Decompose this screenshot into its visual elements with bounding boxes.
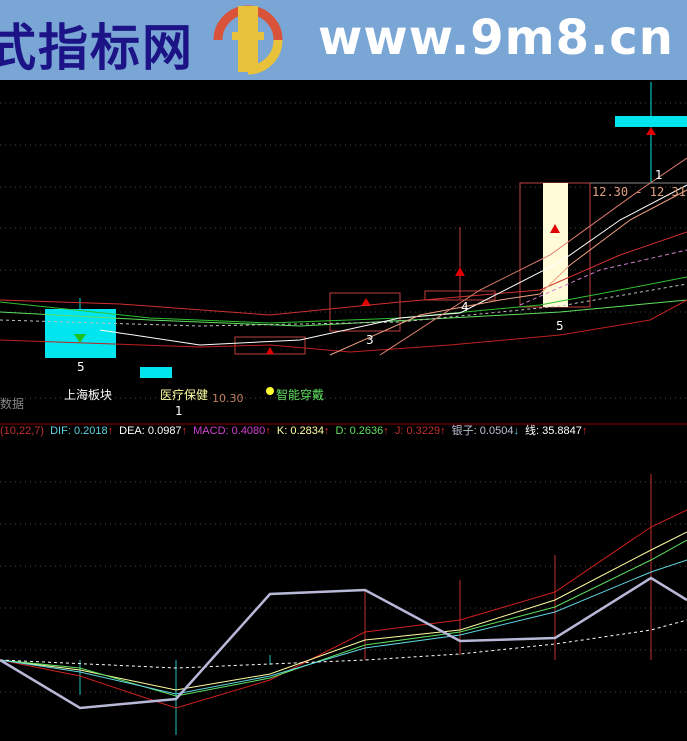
candles bbox=[45, 82, 687, 378]
indicator-macd: MACD: 0.4080↑ bbox=[193, 425, 271, 437]
candle-label: 3 bbox=[366, 333, 374, 347]
indicator-line: 线: 35.8847↑ bbox=[525, 425, 588, 437]
candle-label: 5 bbox=[556, 319, 564, 333]
site-logo bbox=[213, 5, 283, 75]
value-label: 10.30 bbox=[212, 392, 244, 405]
banner-title: 式指标网 bbox=[0, 19, 194, 77]
candle-4 bbox=[329, 292, 401, 332]
indicator-dea: DEA: 0.0987↑ bbox=[119, 425, 188, 437]
bulb-icon bbox=[266, 387, 274, 395]
indicator-k: K: 0.2834↑ bbox=[276, 425, 330, 437]
candle-label: 1 bbox=[655, 168, 663, 182]
banner: 式指标网 www.9m8.cn bbox=[0, 0, 687, 80]
down-arrow-icon bbox=[74, 334, 86, 343]
candle-label: 5 bbox=[77, 360, 85, 374]
sector-tag[interactable]: 智能穿戴 bbox=[276, 388, 325, 402]
date-range-label: 12.30 - 12.31 bbox=[592, 185, 686, 199]
indicator-params: (10,22,7) bbox=[0, 425, 45, 437]
sector-tag[interactable]: 医疗保健 bbox=[160, 388, 209, 402]
up-arrow-icons bbox=[266, 127, 656, 354]
site-url[interactable]: www.9m8.cn bbox=[318, 10, 674, 66]
indicator-d: D: 0.2636↑ bbox=[335, 425, 389, 437]
candle-label: 1 bbox=[175, 404, 183, 418]
indicator-j: J: 0.3229↑ bbox=[394, 425, 446, 437]
sector-tag[interactable]: 上海板块 bbox=[64, 388, 113, 402]
indicator-yinzi: 银子: 0.0504↓ bbox=[451, 425, 519, 437]
indicator-dif: DIF: 0.2018↑ bbox=[50, 425, 114, 437]
candle-7 bbox=[615, 116, 687, 127]
indicator-bar: (10,22,7) DIF: 0.2018↑ DEA: 0.0987↑ MACD… bbox=[0, 425, 687, 438]
data-label: 数据 bbox=[0, 397, 25, 411]
candle-2 bbox=[140, 367, 172, 378]
candle-label: 4 bbox=[461, 300, 469, 314]
